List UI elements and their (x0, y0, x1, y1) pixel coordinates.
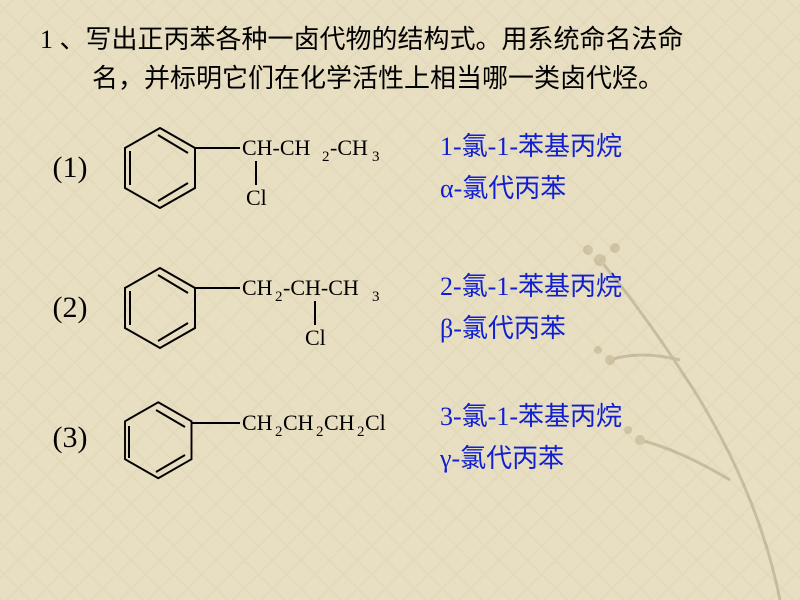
name-common: α-氯代丙苯 (440, 168, 770, 210)
name-common: γ-氯代丙苯 (440, 438, 770, 480)
svg-text:-CH-CH: -CH-CH (283, 275, 359, 300)
slide-content: 1 、写出正丙苯各种一卤代物的结构式。用系统命名法命 名，并标明它们在化学活性上… (0, 0, 800, 533)
question-text: 1 、写出正丙苯各种一卤代物的结构式。用系统命名法命 名，并标明它们在化学活性上… (40, 20, 770, 98)
svg-text:CH: CH (283, 410, 314, 435)
item-number: (3) (30, 421, 110, 455)
item-number: (2) (30, 291, 110, 325)
svg-text:CH: CH (242, 410, 273, 435)
items-list: (1) CH-CH 2 -CH 3 (30, 113, 770, 483)
svg-text:CH: CH (324, 410, 355, 435)
svg-text:2: 2 (275, 289, 283, 305)
name-systematic: 2-氯-1-苯基丙烷 (440, 266, 770, 308)
names-3: 3-氯-1-苯基丙烷 γ-氯代丙苯 (440, 396, 770, 479)
names-1: 1-氯-1-苯基丙烷 α-氯代丙苯 (440, 126, 770, 209)
structure-1: CH-CH 2 -CH 3 Cl (110, 113, 440, 223)
svg-text:CH: CH (242, 275, 273, 300)
names-2: 2-氯-1-苯基丙烷 β-氯代丙苯 (440, 266, 770, 349)
svg-text:-CH: -CH (330, 135, 368, 160)
svg-text:2: 2 (357, 424, 365, 440)
item-number: (1) (30, 151, 110, 185)
svg-text:3: 3 (372, 289, 380, 305)
structure-3: CH 2 CH 2 CH 2 Cl (110, 393, 440, 483)
item-row: (3) CH 2 CH 2 CH 2 Cl (30, 393, 770, 483)
svg-text:CH-CH: CH-CH (242, 135, 311, 160)
svg-text:Cl: Cl (305, 325, 326, 350)
svg-text:2: 2 (275, 424, 283, 440)
name-systematic: 1-氯-1-苯基丙烷 (440, 126, 770, 168)
svg-text:2: 2 (322, 149, 330, 165)
svg-text:3: 3 (372, 149, 380, 165)
item-row: (1) CH-CH 2 -CH 3 (30, 113, 770, 223)
svg-text:2: 2 (316, 424, 324, 440)
svg-text:Cl: Cl (365, 410, 386, 435)
svg-text:Cl: Cl (246, 185, 267, 210)
structure-2: CH 2 -CH-CH 3 Cl (110, 253, 440, 363)
name-common: β-氯代丙苯 (440, 308, 770, 350)
name-systematic: 3-氯-1-苯基丙烷 (440, 396, 770, 438)
question-line2: 名，并标明它们在化学活性上相当哪一类卤代烃。 (92, 59, 770, 98)
question-line1: 1 、写出正丙苯各种一卤代物的结构式。用系统命名法命 (40, 25, 684, 54)
item-row: (2) CH 2 -CH-CH 3 Cl (30, 253, 770, 363)
